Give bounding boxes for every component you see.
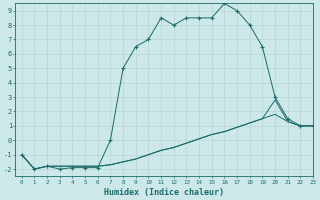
X-axis label: Humidex (Indice chaleur): Humidex (Indice chaleur)	[104, 188, 224, 197]
